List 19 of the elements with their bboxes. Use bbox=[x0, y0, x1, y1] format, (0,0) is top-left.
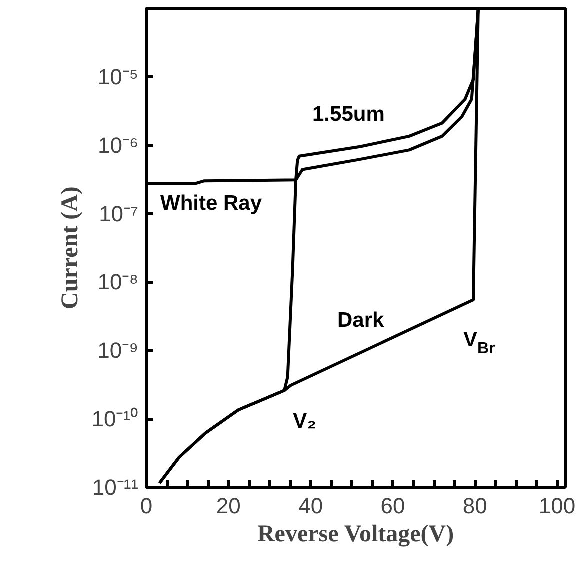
y-tick-label: 10⁻⁷ bbox=[99, 201, 139, 226]
x-tick-label: 20 bbox=[216, 494, 241, 518]
annotation: 1.55um bbox=[312, 103, 385, 126]
x-tick-label: 0 bbox=[140, 494, 153, 518]
x-tick-label: 40 bbox=[298, 494, 324, 518]
y-tick-label: 10⁻¹⁰ bbox=[92, 406, 138, 432]
x-tick-label: 60 bbox=[380, 494, 406, 518]
y-tick-label: 10⁻⁵ bbox=[98, 64, 139, 90]
annotation: V₂ bbox=[293, 410, 316, 433]
x-axis-title: Reverse Voltage(V) bbox=[257, 522, 454, 548]
y-tick-label: 10⁻⁹ bbox=[98, 338, 139, 364]
y-axis-title: Current (A) bbox=[58, 186, 84, 310]
annotation: White Ray bbox=[160, 192, 262, 215]
x-tick-label: 80 bbox=[462, 494, 488, 518]
annotation: Dark bbox=[338, 309, 385, 332]
y-tick-label: 10⁻⁸ bbox=[98, 270, 139, 295]
x-tick-label: 100 bbox=[538, 494, 576, 518]
y-tick-label: 10⁻¹¹ bbox=[92, 475, 138, 500]
y-tick-label: 10⁻⁶ bbox=[98, 132, 139, 158]
